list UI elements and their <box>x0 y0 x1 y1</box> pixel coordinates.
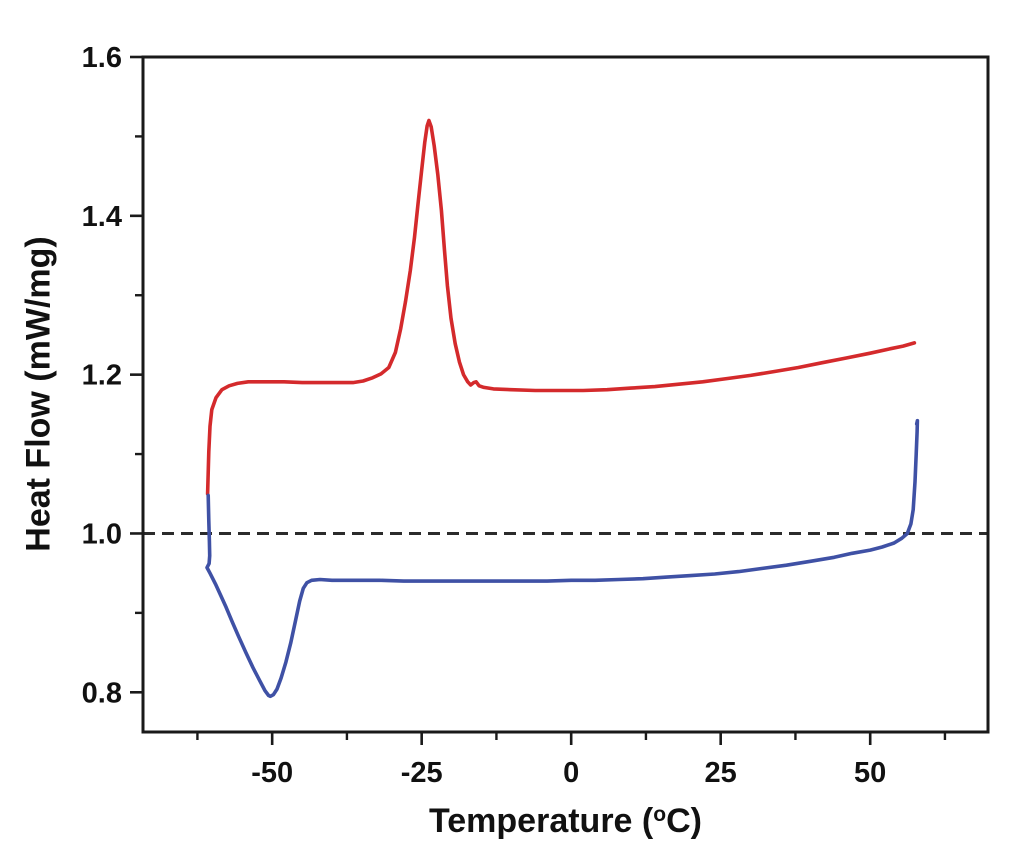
y-axis-title: Heat Flow (mW/mg) <box>19 236 58 552</box>
x-axis-title-text: Temperature ( <box>429 802 654 840</box>
x-tick-label: -50 <box>251 757 293 789</box>
x-axis-title-unit: C) <box>666 802 702 840</box>
y-tick-label: 1.4 <box>82 201 122 233</box>
heating-curve <box>205 118 917 496</box>
plot-border <box>141 55 990 734</box>
y-tick-label: 1.0 <box>82 518 122 550</box>
y-tick-label: 1.2 <box>82 360 122 392</box>
x-axis-title: Temperature (oC) <box>143 802 988 841</box>
degree-superscript-icon: o <box>653 803 667 826</box>
x-tick-label: 0 <box>563 757 579 789</box>
cooling-curve <box>205 418 920 699</box>
x-tick-label: 25 <box>705 757 737 789</box>
y-tick-label: 0.8 <box>82 677 122 709</box>
y-tick-label: 1.6 <box>82 42 122 74</box>
x-tick-label: -25 <box>401 757 443 789</box>
x-tick-label: 50 <box>854 757 886 789</box>
